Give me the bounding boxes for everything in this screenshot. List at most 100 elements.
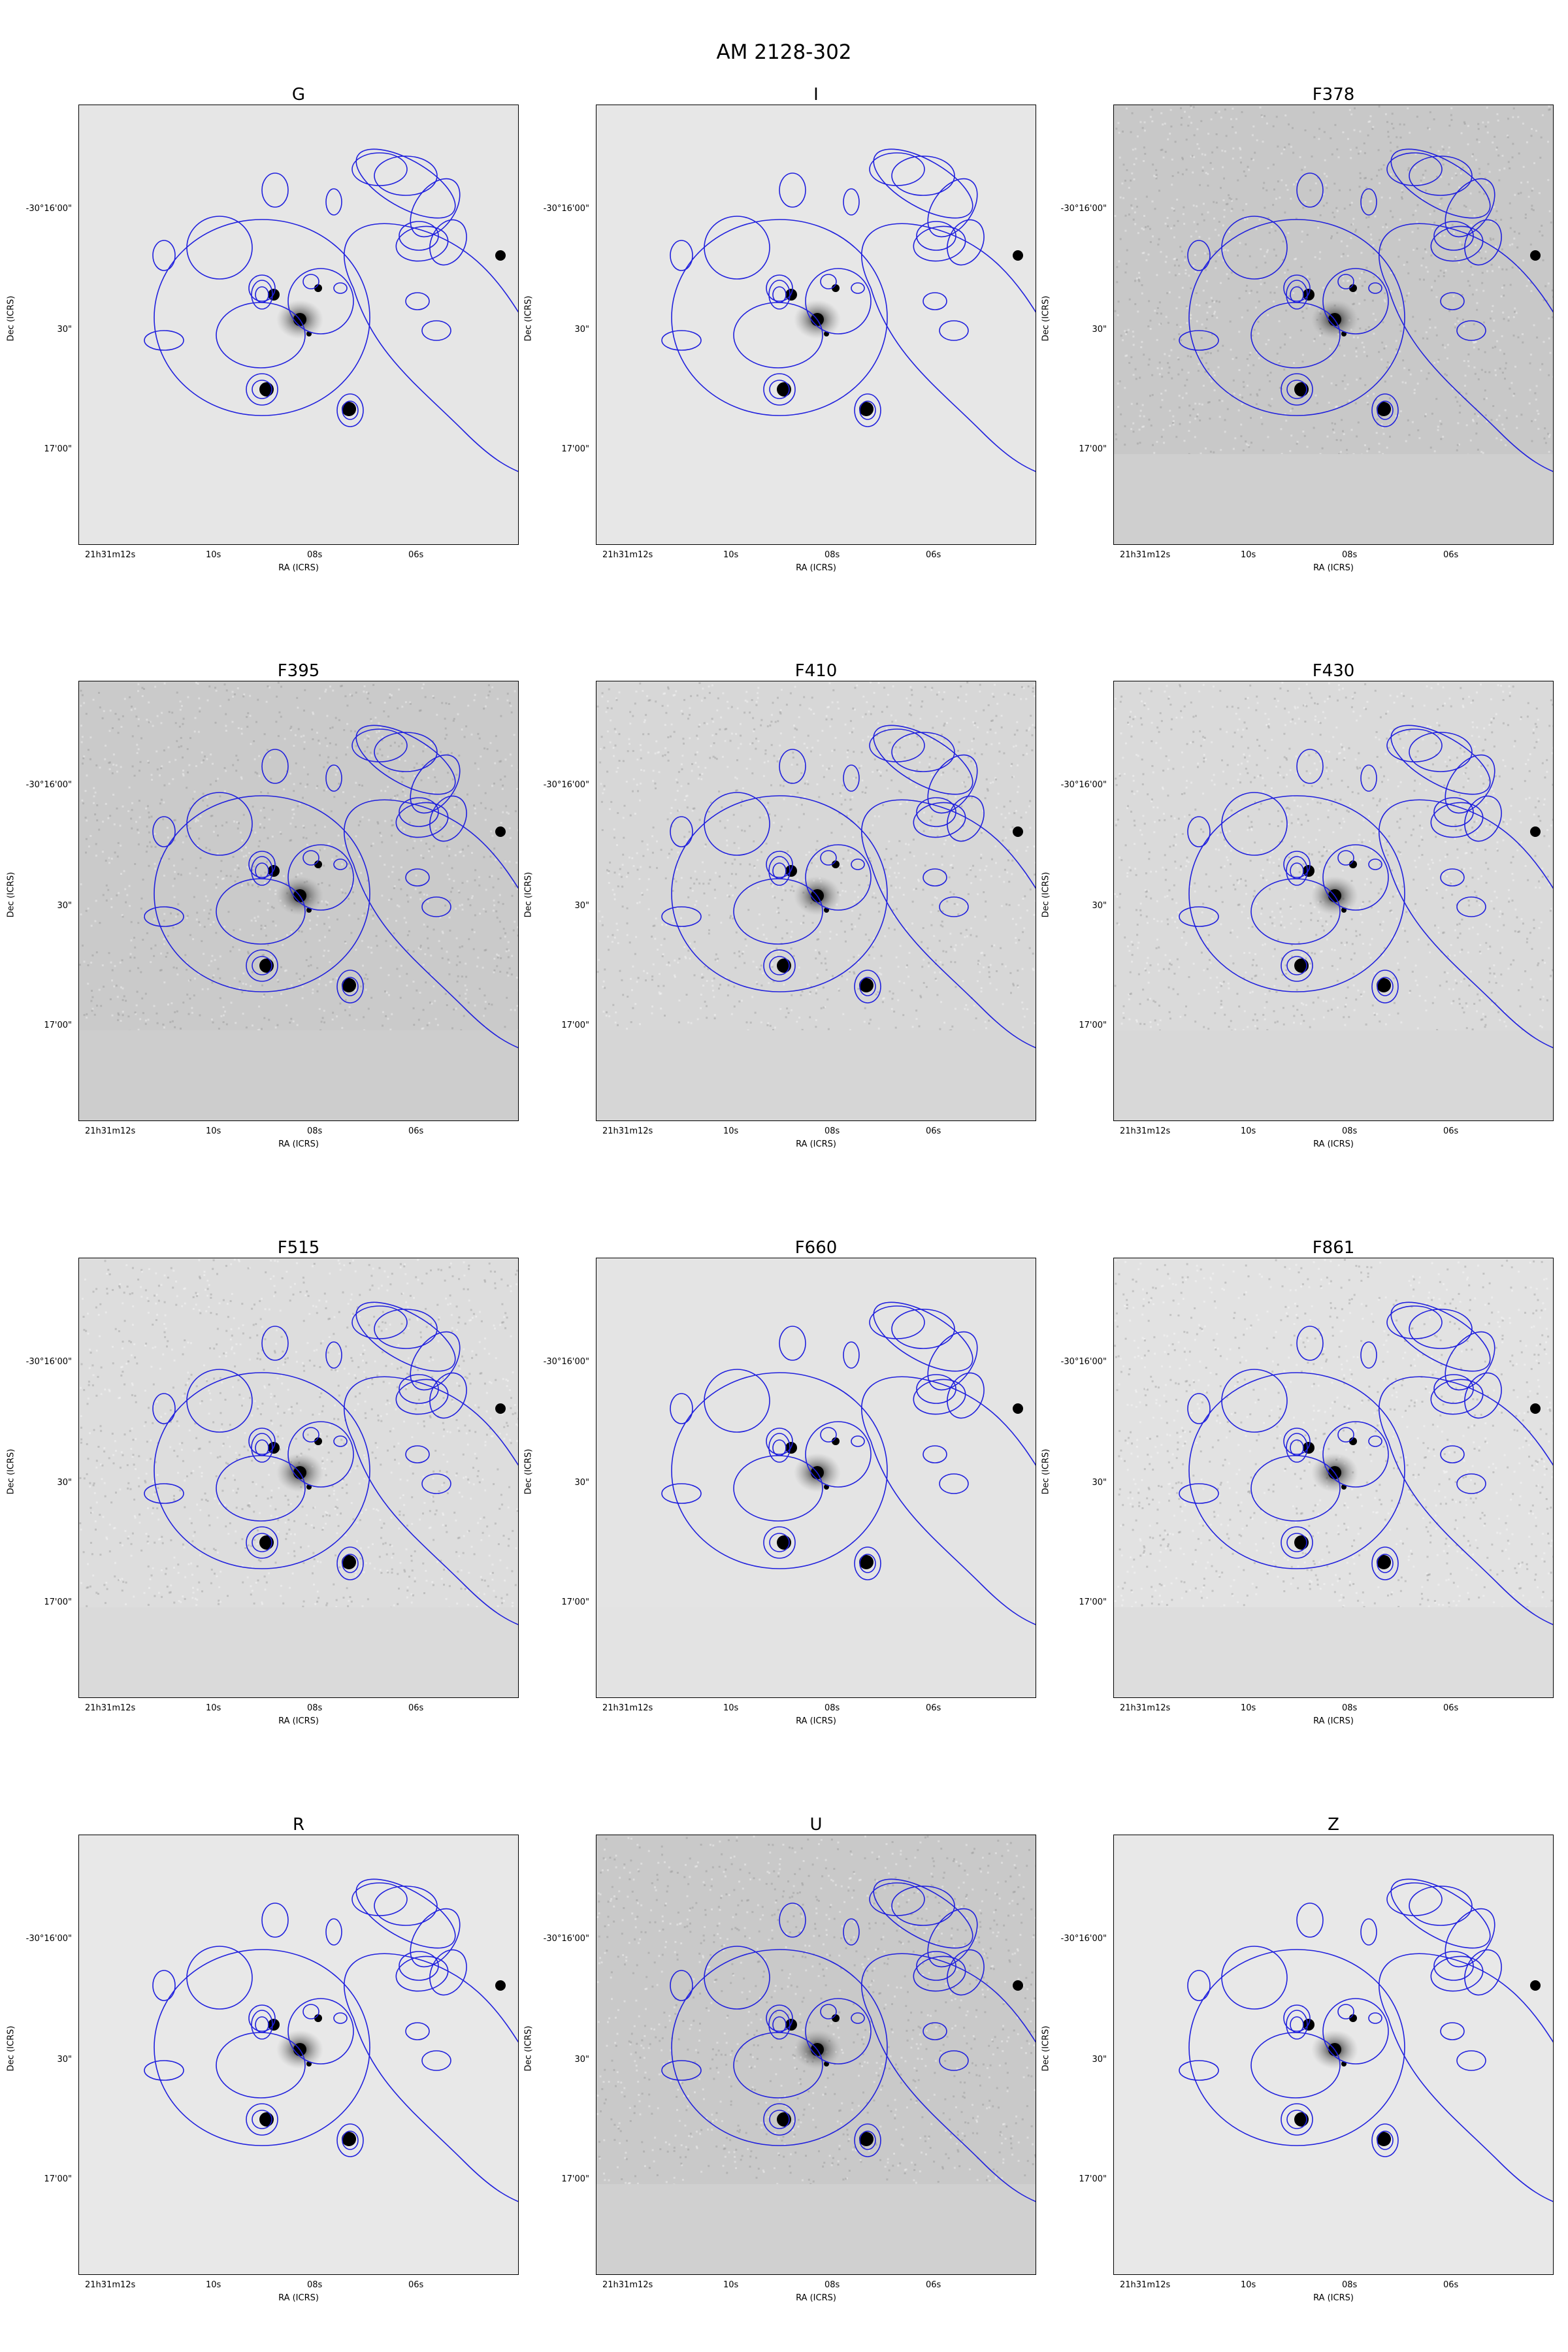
aperture-overlay (661, 1878, 1036, 2202)
y-axis-label: Dec (ICRS) (1041, 1448, 1051, 1495)
aperture-arc (861, 799, 1036, 889)
aperture-ellipse (1281, 2103, 1313, 2136)
star-source (259, 382, 274, 397)
panel-title: F410 (794, 661, 838, 681)
aperture-ellipse (927, 754, 978, 814)
masked-region (79, 1607, 518, 1697)
star-source (1013, 250, 1023, 261)
noise-texture (79, 681, 518, 1032)
aperture-ellipse (1286, 2010, 1308, 2040)
aperture-ellipse (1464, 795, 1502, 842)
aperture-ellipse (333, 858, 348, 870)
aperture-ellipse (843, 1341, 860, 1369)
y-tick-label: -30°16'00" (543, 1357, 589, 1367)
star-source (859, 402, 874, 416)
y-tick-label: -30°16'00" (1060, 780, 1107, 790)
panel-title: I (813, 85, 819, 105)
aperture-ellipse (891, 155, 955, 196)
x-tick-label: 21h31m12s (85, 1126, 136, 1136)
panel-title: R (292, 1815, 305, 1835)
aperture-ellipse (410, 1331, 461, 1391)
y-axis-label: Dec (ICRS) (6, 872, 16, 918)
noise-texture (1114, 105, 1553, 456)
aperture-arc (861, 1376, 1036, 1466)
aperture-arc (344, 1376, 518, 1466)
x-axis-label: RA (ICRS) (1313, 2293, 1354, 2303)
aperture-ellipse (1322, 1421, 1389, 1488)
star-source (1349, 284, 1357, 292)
aperture-ellipse (355, 1878, 456, 1949)
image-panel: G -30°16'00" 30" 17'00" 21h31m12s 10s 08s 06s De… (0, 46, 523, 621)
aperture-ellipse (144, 2060, 184, 2081)
x-tick-label: 08s (1342, 1703, 1358, 1713)
aperture-ellipse (869, 152, 925, 186)
y-tick-label: -30°16'00" (25, 204, 72, 214)
star-source (1530, 1980, 1541, 1991)
aperture-ellipse (820, 274, 837, 289)
star-source (495, 250, 506, 261)
aperture-ellipse (1283, 2004, 1311, 2032)
aperture-ellipse (854, 970, 881, 1004)
aperture-ellipse (820, 2004, 837, 2019)
aperture-ellipse (186, 792, 253, 856)
y-tick-label: 30" (57, 325, 72, 335)
aperture-ellipse (1221, 1369, 1288, 1433)
aperture-ellipse (923, 1445, 947, 1463)
x-tick-label: 08s (825, 1703, 840, 1713)
panel-title: F378 (1312, 85, 1355, 105)
aperture-ellipse (891, 1309, 955, 1349)
aperture-ellipse (947, 1949, 985, 1996)
panel-title: F660 (794, 1238, 838, 1258)
aperture-ellipse (351, 1305, 408, 1339)
x-tick-label: 21h31m12s (602, 2280, 653, 2290)
aperture-overlay (144, 725, 518, 1049)
aperture-ellipse (1386, 1882, 1443, 1916)
aperture-ellipse (421, 320, 451, 341)
aperture-ellipse (1368, 2012, 1382, 2024)
panel-title: U (809, 1815, 823, 1835)
aperture-ellipse (410, 754, 461, 814)
aperture-ellipse (152, 1393, 176, 1424)
image-frame (1113, 105, 1554, 545)
aperture-ellipse (395, 225, 449, 262)
sky-background (596, 681, 1036, 1030)
aperture-ellipse (246, 949, 278, 982)
aperture-ellipse (342, 977, 359, 996)
aperture-ellipse (251, 856, 273, 886)
aperture-ellipse (927, 1908, 978, 1968)
aperture-ellipse (939, 320, 969, 341)
aperture-ellipse (671, 1372, 888, 1569)
aperture-ellipse (248, 1428, 276, 1455)
x-tick-label: 08s (1342, 550, 1358, 560)
aperture-ellipse (671, 219, 888, 416)
masked-region (79, 1030, 518, 1120)
aperture-ellipse (287, 1421, 354, 1488)
aperture-ellipse (851, 282, 865, 294)
star-source (1349, 1437, 1357, 1445)
x-tick-label: 10s (723, 2280, 739, 2290)
sky-image (79, 681, 518, 1120)
aperture-ellipse (405, 2022, 430, 2040)
aperture-ellipse (154, 1949, 370, 2146)
star-source (314, 284, 322, 292)
aperture-ellipse (374, 1886, 438, 1926)
aperture-ellipse (186, 1946, 253, 2010)
star-source (495, 826, 506, 837)
aperture-ellipse (873, 1301, 973, 1372)
aperture-ellipse (843, 764, 860, 792)
aperture-ellipse (351, 728, 408, 762)
aperture-ellipse (1377, 977, 1394, 996)
x-tick-label: 08s (307, 1703, 323, 1713)
x-tick-label: 10s (206, 1703, 221, 1713)
image-frame (1113, 1258, 1554, 1698)
aperture-ellipse (772, 2016, 787, 2033)
star-source (342, 2132, 356, 2146)
aperture-ellipse (399, 221, 439, 251)
aperture-ellipse (859, 1554, 876, 1573)
star-source (1013, 1403, 1023, 1414)
aperture-ellipse (1283, 851, 1311, 878)
aperture-ellipse (1296, 749, 1324, 784)
aperture-ellipse (1390, 1301, 1491, 1372)
y-axis-label: Dec (ICRS) (1041, 2025, 1051, 2072)
